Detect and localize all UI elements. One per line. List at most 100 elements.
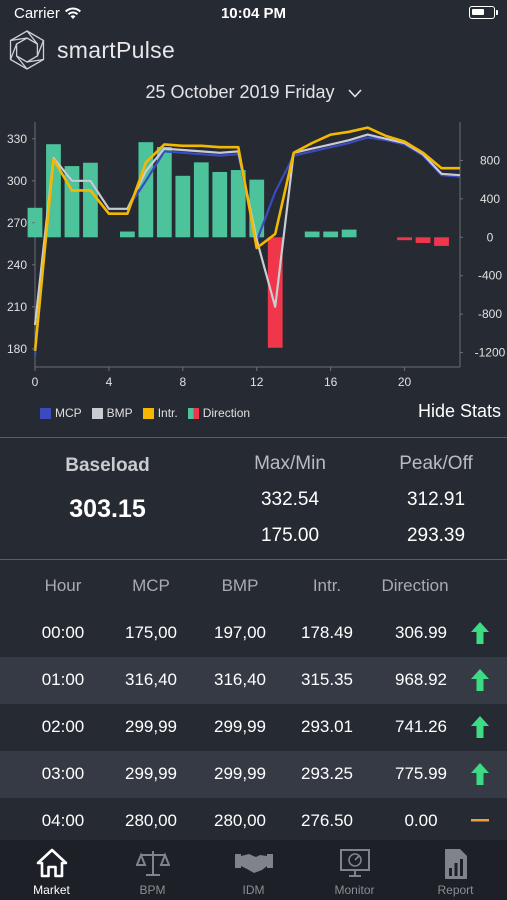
table-row[interactable]: 04:00 280,00 280,00 276.50 0.00 bbox=[0, 798, 507, 845]
home-icon bbox=[36, 848, 67, 878]
direction-bar bbox=[193, 162, 209, 238]
cell-direction: 741.26 bbox=[395, 717, 447, 736]
arrow-up-icon bbox=[471, 716, 489, 738]
legend-item[interactable]: Direction bbox=[187, 406, 251, 420]
table-row[interactable]: 01:00 316,40 316,40 315.35 968.92 bbox=[0, 657, 507, 704]
cell-hour: 04:00 bbox=[41, 811, 85, 830]
x-tick-label: 12 bbox=[250, 375, 264, 389]
min-value: 175.00 bbox=[260, 525, 320, 546]
direction-bar bbox=[304, 231, 320, 238]
baseload-label: Baseload bbox=[65, 455, 150, 476]
legend-label: Direction bbox=[202, 406, 251, 420]
direction-bar bbox=[434, 237, 449, 246]
table-row[interactable]: 02:00 299,99 299,99 293.01 741.26 bbox=[0, 704, 507, 751]
cell-intr: 315.35 bbox=[301, 670, 353, 689]
off-value: 293.39 bbox=[406, 525, 466, 546]
table-row[interactable]: 00:00 175,00 197,00 178.49 306.99 bbox=[0, 610, 507, 657]
legend-label: BMP bbox=[106, 406, 133, 420]
cell-mcp: 280,00 bbox=[125, 811, 177, 830]
legend-label: Intr. bbox=[157, 406, 178, 420]
tab-idm[interactable]: IDM bbox=[203, 840, 304, 900]
header-direction: Direction bbox=[381, 576, 449, 595]
battery-icon bbox=[469, 6, 498, 19]
table-row[interactable]: 03:00 299,99 299,99 293.25 775.99 bbox=[0, 751, 507, 798]
legend-swatch bbox=[142, 407, 154, 419]
tab-label: Market bbox=[33, 883, 70, 897]
market-chart[interactable]: 180 210 240 270 300 330 -1200 -800 -400 0 400 800 0 4… bbox=[0, 110, 507, 400]
tab-bar: Market BPM IDM Monito bbox=[0, 840, 507, 900]
cell-direction: 0.00 bbox=[404, 811, 438, 830]
cell-intr: 178.49 bbox=[301, 623, 353, 642]
cell-hour: 00:00 bbox=[41, 623, 85, 642]
header-mcp: MCP bbox=[132, 576, 170, 595]
header-hour: Hour bbox=[44, 576, 82, 595]
tab-label: BPM bbox=[139, 883, 166, 897]
direction-bar bbox=[267, 237, 283, 348]
app-logo: smartPulse bbox=[6, 29, 175, 71]
direction-bar bbox=[415, 237, 431, 244]
tab-report[interactable]: Report bbox=[405, 840, 506, 900]
cell-hour: 01:00 bbox=[41, 670, 85, 689]
direction-bar bbox=[175, 175, 191, 238]
cell-mcp: 316,40 bbox=[125, 670, 177, 689]
tab-market[interactable]: Market bbox=[1, 840, 102, 900]
legend-item[interactable]: BMP bbox=[91, 406, 133, 420]
left-tick-label: 210 bbox=[7, 300, 27, 314]
cell-bmp: 280,00 bbox=[214, 811, 266, 830]
cell-hour: 02:00 bbox=[41, 717, 85, 736]
table-header: Hour MCP BMP Intr. Direction bbox=[0, 570, 507, 600]
x-tick-label: 8 bbox=[179, 375, 186, 389]
series-line-intr bbox=[33, 126, 460, 352]
peakoff-label: Peak/Off bbox=[399, 453, 473, 474]
arrow-up-icon bbox=[471, 763, 489, 785]
peak-value: 312.91 bbox=[406, 489, 466, 510]
cell-direction: 775.99 bbox=[395, 764, 447, 783]
legend-label: MCP bbox=[55, 406, 82, 420]
hide-stats-button[interactable]: Hide Stats bbox=[417, 401, 501, 421]
date-selector[interactable]: 25 October 2019 Friday bbox=[0, 82, 507, 103]
direction-bar bbox=[64, 166, 80, 238]
carrier-label: Carrier bbox=[14, 5, 60, 22]
scales-icon bbox=[135, 851, 170, 876]
divider bbox=[0, 437, 507, 438]
header-intr: Intr. bbox=[312, 576, 342, 595]
divider bbox=[0, 559, 507, 560]
tab-label: Report bbox=[437, 883, 474, 897]
legend-swatch bbox=[91, 407, 103, 419]
cell-bmp: 299,99 bbox=[214, 764, 266, 783]
clock: 10:04 PM bbox=[220, 5, 287, 22]
dash-icon bbox=[471, 819, 489, 822]
series-line-mcp bbox=[33, 136, 461, 356]
baseload-stat: Baseload 303.15 bbox=[30, 455, 185, 524]
x-tick-label: 20 bbox=[398, 375, 412, 389]
left-tick-label: 330 bbox=[7, 132, 27, 146]
arrow-up-icon bbox=[471, 622, 489, 644]
stats-panel: Baseload 303.15 Max/Min 332.54 175.00 Pe… bbox=[0, 440, 507, 558]
left-tick-label: 300 bbox=[7, 174, 27, 188]
date-label: 25 October 2019 Friday bbox=[145, 82, 335, 102]
arrow-up-icon bbox=[471, 669, 489, 691]
right-tick-label: 800 bbox=[480, 153, 500, 167]
cell-bmp: 197,00 bbox=[214, 623, 266, 642]
tab-monitor[interactable]: Monitor bbox=[304, 840, 405, 900]
legend-swatch bbox=[187, 407, 199, 419]
cell-mcp: 299,99 bbox=[125, 717, 177, 736]
baseload-value: 303.15 bbox=[69, 495, 146, 523]
chevron-down-icon bbox=[347, 89, 362, 98]
cell-mcp: 175,00 bbox=[125, 623, 177, 642]
chart-legend: MCP BMP Intr. Direction bbox=[40, 406, 250, 420]
cell-mcp: 299,99 bbox=[125, 764, 177, 783]
direction-bar bbox=[230, 170, 246, 238]
right-tick-label: -400 bbox=[478, 269, 502, 283]
legend-item[interactable]: MCP bbox=[40, 406, 82, 420]
direction-bar bbox=[83, 162, 98, 238]
peakoff-stat: Peak/Off 312.91 293.39 bbox=[356, 453, 507, 547]
right-tick-label: -800 bbox=[478, 307, 502, 321]
left-tick-label: 180 bbox=[7, 342, 27, 356]
handshake-icon bbox=[234, 854, 273, 873]
tab-bpm[interactable]: BPM bbox=[102, 840, 203, 900]
direction-bar bbox=[397, 237, 412, 241]
legend-item[interactable]: Intr. bbox=[142, 406, 178, 420]
maxmin-stat: Max/Min 332.54 175.00 bbox=[210, 453, 370, 547]
cell-bmp: 299,99 bbox=[214, 717, 266, 736]
